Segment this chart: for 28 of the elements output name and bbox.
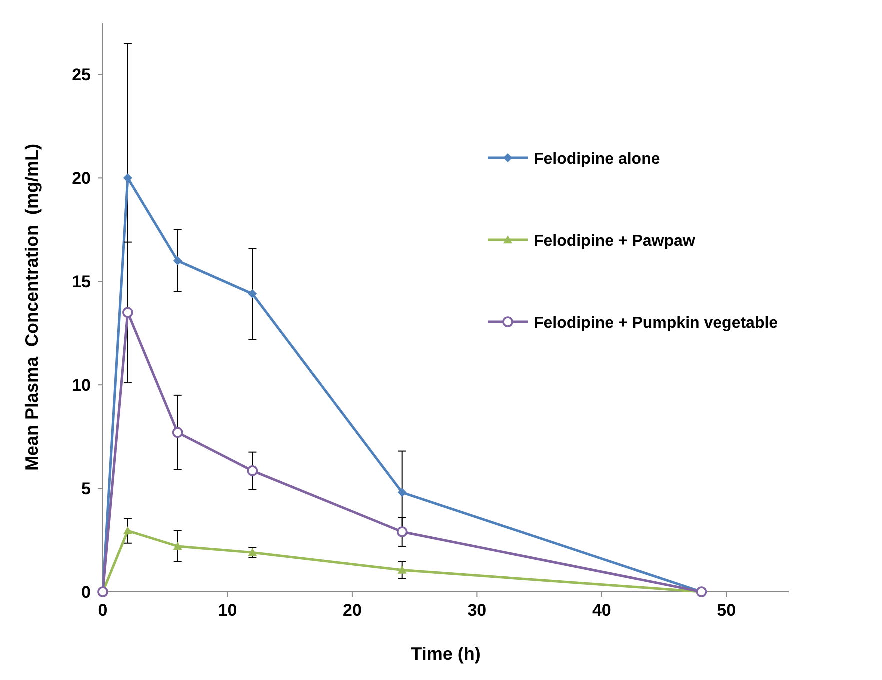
y-tick-label: 20 <box>72 169 91 188</box>
y-tick-label: 10 <box>72 376 91 396</box>
x-tick-label: 10 <box>218 601 238 620</box>
point <box>396 526 408 538</box>
point <box>173 256 182 266</box>
legend-label: Felodipine + Pawpaw <box>534 233 696 250</box>
x-tick-label: 50 <box>717 601 736 620</box>
x-tick-label: 20 <box>342 601 362 620</box>
point <box>248 290 258 299</box>
point <box>172 427 184 438</box>
point <box>247 466 258 476</box>
point <box>398 566 407 574</box>
y-tick-label: 5 <box>82 480 91 499</box>
y-axis-title: Mean Plasma Concentration (mg/mL) <box>22 144 42 472</box>
point <box>398 488 407 498</box>
x-tick-label: 30 <box>468 601 487 620</box>
point <box>122 307 134 318</box>
x-tick-label: 0 <box>98 601 108 620</box>
y-tick-label: 0 <box>82 583 91 602</box>
point <box>248 548 258 556</box>
x-tick-label: 40 <box>592 601 612 620</box>
point <box>123 526 132 535</box>
y-tick-label: 25 <box>72 66 91 85</box>
legend-label: Felodipine + Pumpkin vegetable <box>534 315 778 332</box>
x-axis-title: Time (h) <box>411 644 481 664</box>
point <box>173 542 182 550</box>
legend-label: Felodipine alone <box>534 151 660 168</box>
y-tick-label: 15 <box>72 272 91 292</box>
